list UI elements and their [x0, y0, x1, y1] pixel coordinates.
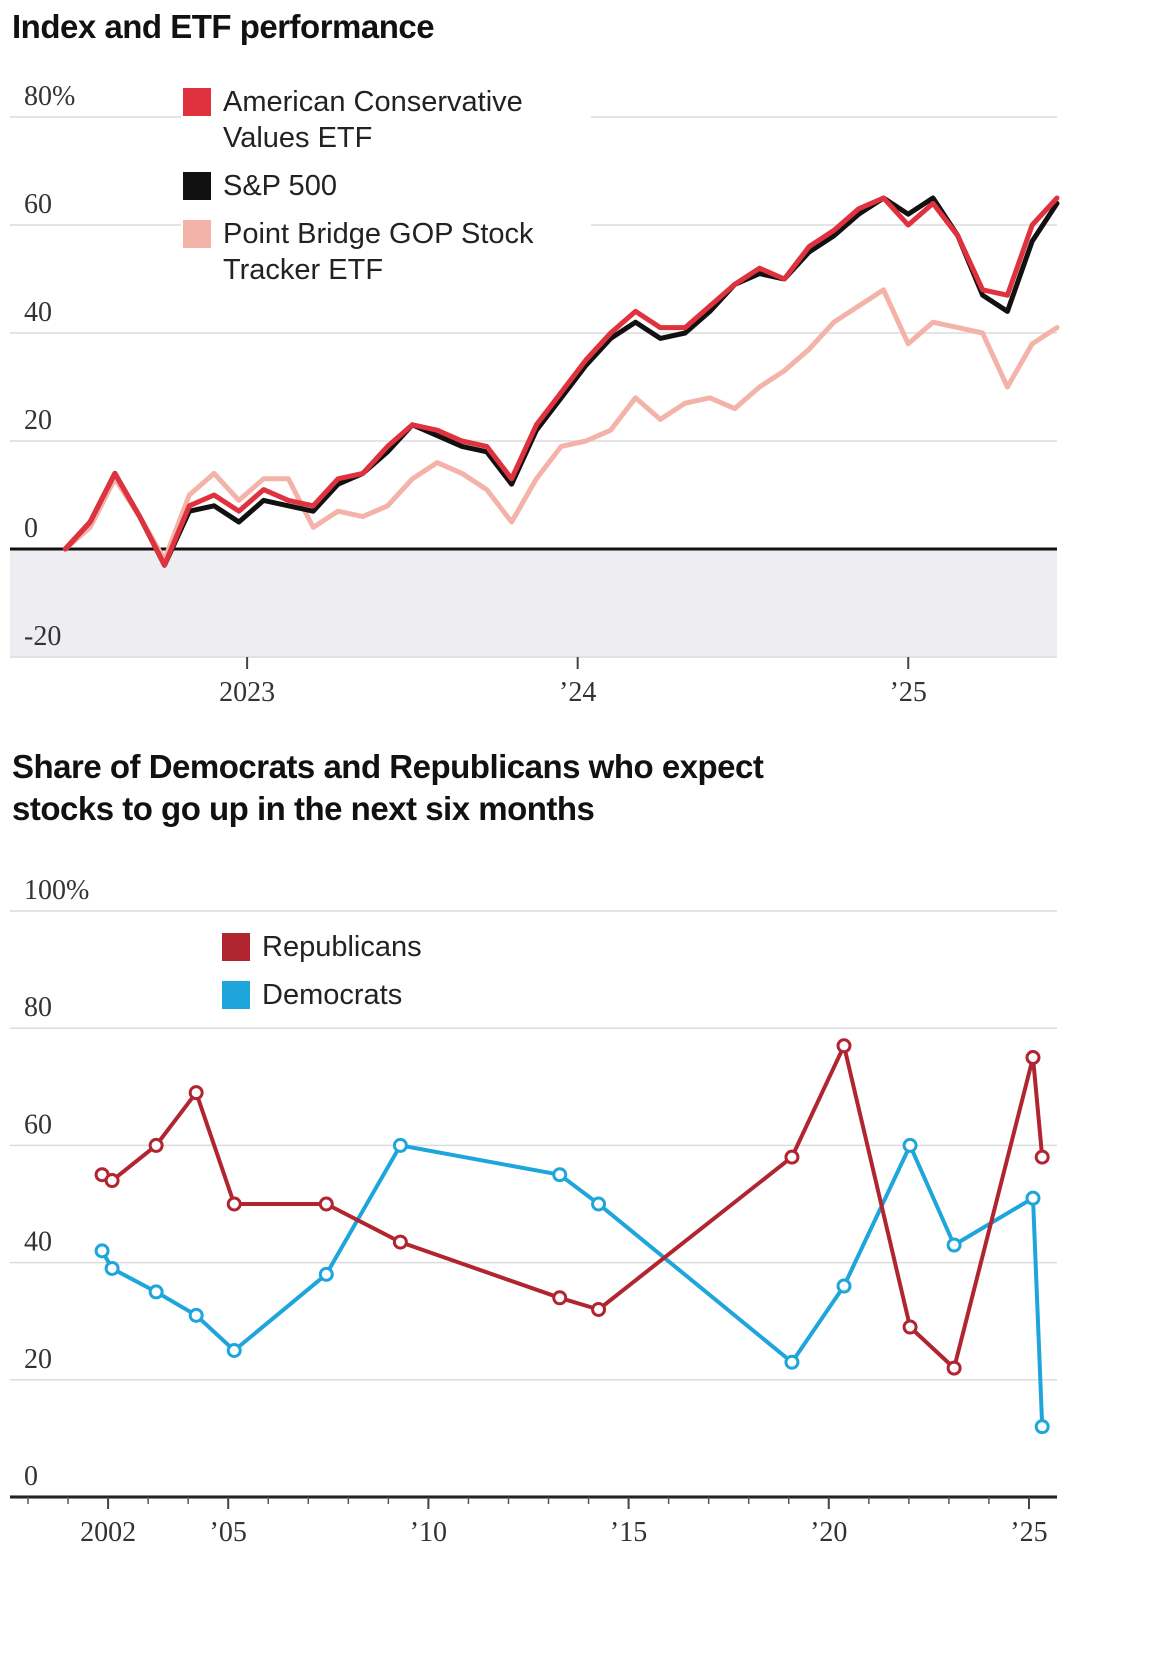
legend-swatch [222, 981, 250, 1009]
y-tick-label: 0 [24, 1461, 38, 1492]
legend-label: Republicans [262, 931, 422, 963]
y-tick-label: 20 [24, 1344, 52, 1375]
x-tick-label: ’25 [890, 677, 927, 708]
point [946, 1237, 962, 1253]
y-tick-label: 60 [24, 189, 52, 220]
y-tick-label: 0 [24, 513, 38, 544]
point [226, 1343, 242, 1358]
y-tick-label: 80% [24, 81, 75, 112]
chart: 0 20 40 60 80 100% 2002 ’05 ’10 ’15 ’20 ’25 [10, 875, 1057, 1548]
point [148, 1137, 164, 1153]
y-tick-label: 40 [24, 1227, 52, 1258]
point [148, 1284, 164, 1300]
point [318, 1266, 334, 1282]
point [104, 1173, 120, 1189]
y-tick-label: 20 [24, 405, 52, 436]
point [552, 1290, 568, 1306]
legend-label: Democrats [262, 979, 403, 1011]
chart: 80% 60 40 20 0 -20 2023 ’24 ’25 [10, 81, 1060, 708]
y-tick-label: 100% [24, 875, 89, 906]
point [1025, 1190, 1041, 1206]
x-tick-label: 2002 [80, 1517, 136, 1548]
legend: Republicans Democrats [220, 925, 430, 1017]
point [902, 1137, 918, 1153]
x-tick-label: ’20 [810, 1517, 847, 1548]
x-tick-label: ’10 [410, 1517, 447, 1548]
point [784, 1354, 800, 1370]
x-tick-label: ’15 [610, 1517, 647, 1548]
point [836, 1278, 852, 1294]
legend-item: Point Bridge GOP Stock Tracker ETF [183, 216, 583, 288]
legend-swatch [183, 88, 211, 116]
negative-area [10, 549, 1057, 657]
point [946, 1360, 962, 1376]
point [1034, 1419, 1050, 1435]
point [188, 1307, 204, 1323]
y-tick-label: 40 [24, 297, 52, 328]
point [188, 1085, 204, 1101]
chart-title: Share of Democrats and Republicans who e… [12, 748, 764, 827]
legend: American Conservative Values ETF S&P 500 P… [181, 80, 591, 292]
legend-item: Democrats [222, 977, 422, 1013]
point [552, 1167, 568, 1183]
point [902, 1319, 918, 1335]
legend-label: Point Bridge GOP Stock Tracker ETF [223, 218, 534, 286]
point [318, 1196, 334, 1212]
legend-label: S&P 500 [223, 170, 337, 202]
point [1034, 1149, 1050, 1165]
series-line [62, 287, 1060, 563]
point [104, 1260, 120, 1276]
point [392, 1234, 408, 1250]
x-tick-label: 2023 [219, 677, 275, 708]
y-tick-label: -20 [24, 621, 61, 652]
point [591, 1301, 607, 1317]
series-line [62, 195, 1060, 568]
legend-swatch [183, 172, 211, 200]
point [226, 1196, 242, 1212]
legend-item: Republicans [222, 929, 422, 965]
y-tick-label: 80 [24, 992, 52, 1023]
legend-swatch [222, 933, 250, 961]
x-tick-label: ’05 [210, 1517, 247, 1548]
point [392, 1137, 408, 1153]
x-tick-label: ’25 [1010, 1517, 1047, 1548]
legend-label: American Conservative Values ETF [223, 86, 523, 154]
legend-swatch [183, 220, 211, 248]
legend-item: S&P 500 [183, 168, 583, 204]
point [1025, 1050, 1041, 1065]
series-line [100, 1043, 1045, 1371]
point [836, 1038, 852, 1054]
x-tick-label: ’24 [559, 677, 596, 708]
point [94, 1243, 110, 1259]
legend-item: American Conservative Values ETF [183, 84, 583, 156]
point [591, 1196, 607, 1212]
y-tick-label: 60 [24, 1109, 52, 1140]
chart-title: Index and ETF performance [12, 8, 435, 45]
point [784, 1149, 800, 1165]
